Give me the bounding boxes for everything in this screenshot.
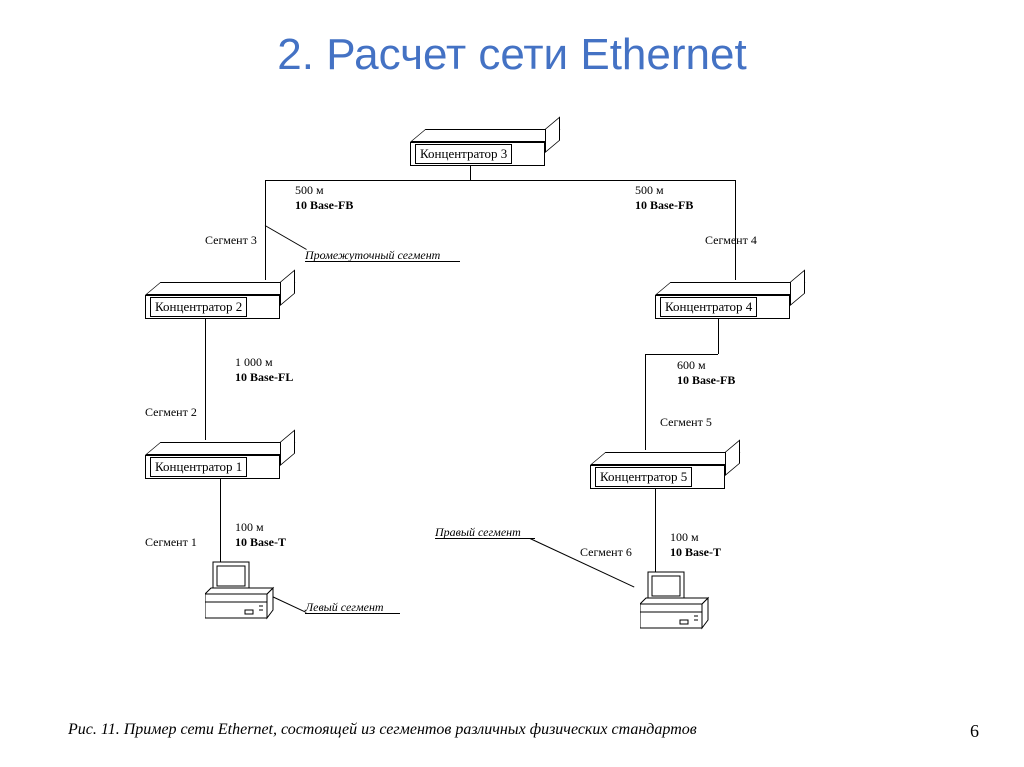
- seg4-dist: 500 м: [635, 183, 664, 198]
- conn-line: [265, 180, 735, 181]
- seg2-std: 10 Base-FL: [235, 370, 293, 385]
- conn-line: [220, 479, 221, 563]
- page-number: 6: [970, 721, 979, 742]
- seg1-std: 10 Base-T: [235, 535, 286, 550]
- hub2-label: Концентратор: [155, 299, 232, 314]
- network-diagram: Концентратор 3 Концентратор 2 Концентрат…: [100, 140, 900, 680]
- conn-line: [205, 319, 206, 440]
- hub4-num: 4: [746, 299, 753, 314]
- conn-line: [718, 319, 719, 354]
- seg2-dist: 1 000 м: [235, 355, 273, 370]
- computer-2: [640, 568, 710, 643]
- hub1-num: 1: [236, 459, 243, 474]
- seg1-dist: 100 м: [235, 520, 264, 535]
- hub5-num: 5: [681, 469, 688, 484]
- seg2-name: Сегмент 2: [145, 405, 197, 420]
- callout-line: [265, 225, 307, 250]
- seg5-name: Сегмент 5: [660, 415, 712, 430]
- computer-1: [205, 558, 275, 633]
- conn-line: [735, 180, 736, 280]
- conn-line: [265, 180, 266, 280]
- hub5-label: Концентратор: [600, 469, 677, 484]
- hub3-num: 3: [501, 146, 508, 161]
- callout-underline: [305, 261, 460, 262]
- hub1-label: Концентратор: [155, 459, 232, 474]
- seg6-name: Сегмент 6: [580, 545, 632, 560]
- hub4-label: Концентратор: [665, 299, 742, 314]
- seg1-name: Сегмент 1: [145, 535, 197, 550]
- seg4-std: 10 Base-FB: [635, 198, 693, 213]
- conn-line: [645, 354, 646, 450]
- hub3-label: Концентратор: [420, 146, 497, 161]
- conn-line: [645, 354, 718, 355]
- callout-line: [270, 595, 307, 613]
- seg6-std: 10 Base-T: [670, 545, 721, 560]
- callout-underline: [305, 613, 400, 614]
- seg4-name: Сегмент 4: [705, 233, 757, 248]
- seg5-dist: 600 м: [677, 358, 706, 373]
- seg5-std: 10 Base-FB: [677, 373, 735, 388]
- seg3-std: 10 Base-FB: [295, 198, 353, 213]
- conn-line: [655, 489, 656, 573]
- conn-line: [470, 166, 471, 180]
- seg3-dist: 500 м: [295, 183, 324, 198]
- seg3-name: Сегмент 3: [205, 233, 257, 248]
- callout-underline: [435, 538, 535, 539]
- hub2-num: 2: [236, 299, 243, 314]
- page-title: 2. Расчет сети Ethernet: [0, 30, 1024, 80]
- seg6-dist: 100 м: [670, 530, 699, 545]
- figure-caption: Рис. 11. Пример сети Ethernet, состоящей…: [68, 721, 697, 739]
